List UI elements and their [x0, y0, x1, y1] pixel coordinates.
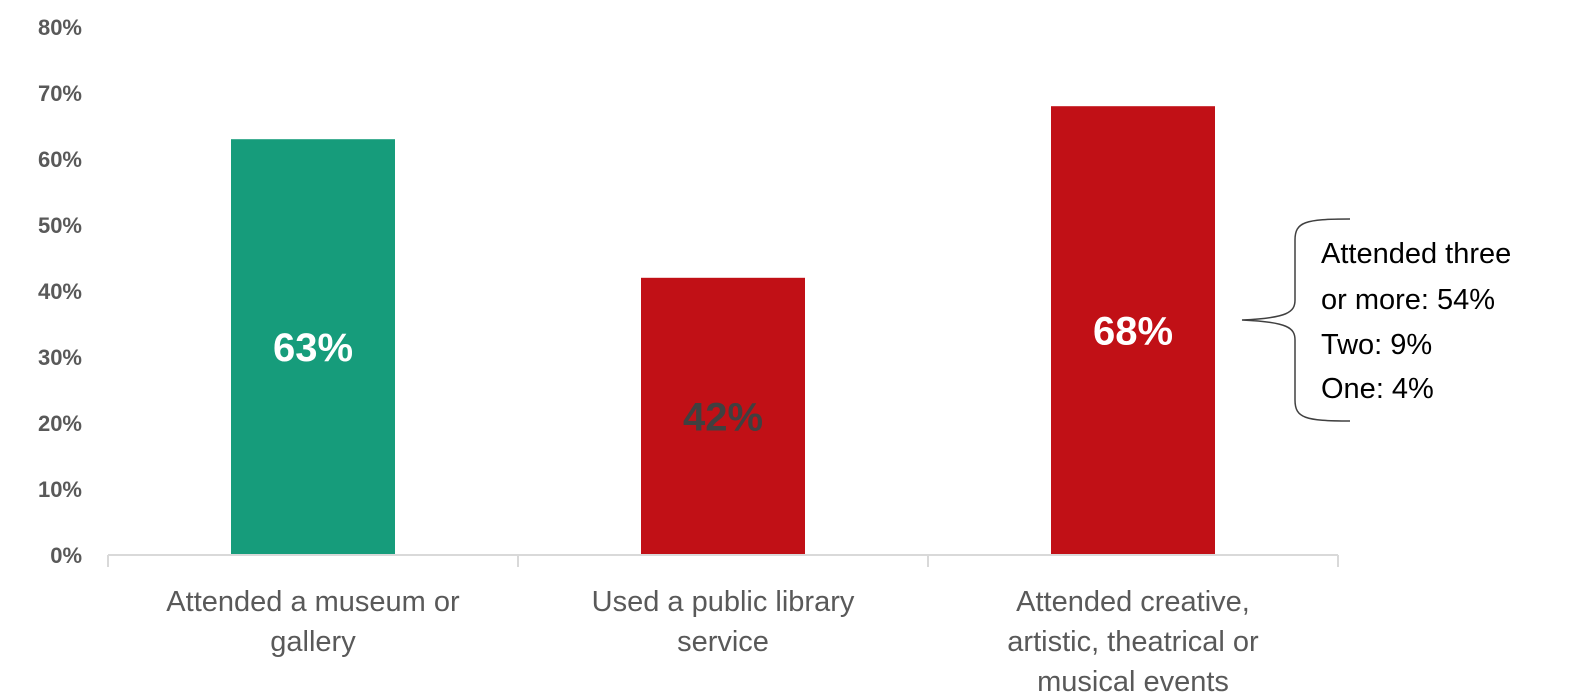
bars [231, 106, 1215, 555]
y-tick-label: 30% [38, 345, 82, 370]
x-axis-category-ticks [107, 555, 1339, 567]
data-label: 63% [273, 326, 353, 370]
category-label: Attended creative, artistic, theatrical o… [1007, 586, 1259, 698]
y-tick-label: 40% [38, 279, 82, 304]
y-tick-label: 70% [38, 81, 82, 106]
bar [641, 277, 805, 555]
annotation-line: One: 4% [1321, 373, 1434, 405]
annotation-line: Two: 9% [1321, 329, 1432, 361]
bar [231, 139, 395, 555]
y-tick-label: 20% [38, 411, 82, 436]
x-axis-category-labels: Attended a museum or gallery Used a public… [166, 586, 1259, 698]
annotation-group: Attended three or more: 54% Two: 9% One:… [1241, 218, 1511, 422]
y-axis-tick-labels: 0% 10% 20% 30% 40% 50% 60% 70% 80% [38, 15, 82, 568]
annotation-line: Attended three [1321, 238, 1511, 270]
annotation-line: or more: 54% [1321, 284, 1495, 316]
bar [1051, 106, 1215, 555]
data-labels: 63% 42% 68% [273, 310, 1173, 440]
category-label: Attended a museum or gallery [166, 586, 460, 658]
y-tick-label: 80% [38, 15, 82, 40]
data-label: 68% [1093, 310, 1173, 354]
curly-brace [1241, 218, 1351, 422]
y-tick-label: 0% [50, 543, 82, 568]
y-tick-label: 50% [38, 213, 82, 238]
y-tick-label: 60% [38, 147, 82, 172]
category-label: Used a public library service [592, 586, 855, 658]
data-label: 42% [683, 395, 763, 439]
y-tick-label: 10% [38, 477, 82, 502]
